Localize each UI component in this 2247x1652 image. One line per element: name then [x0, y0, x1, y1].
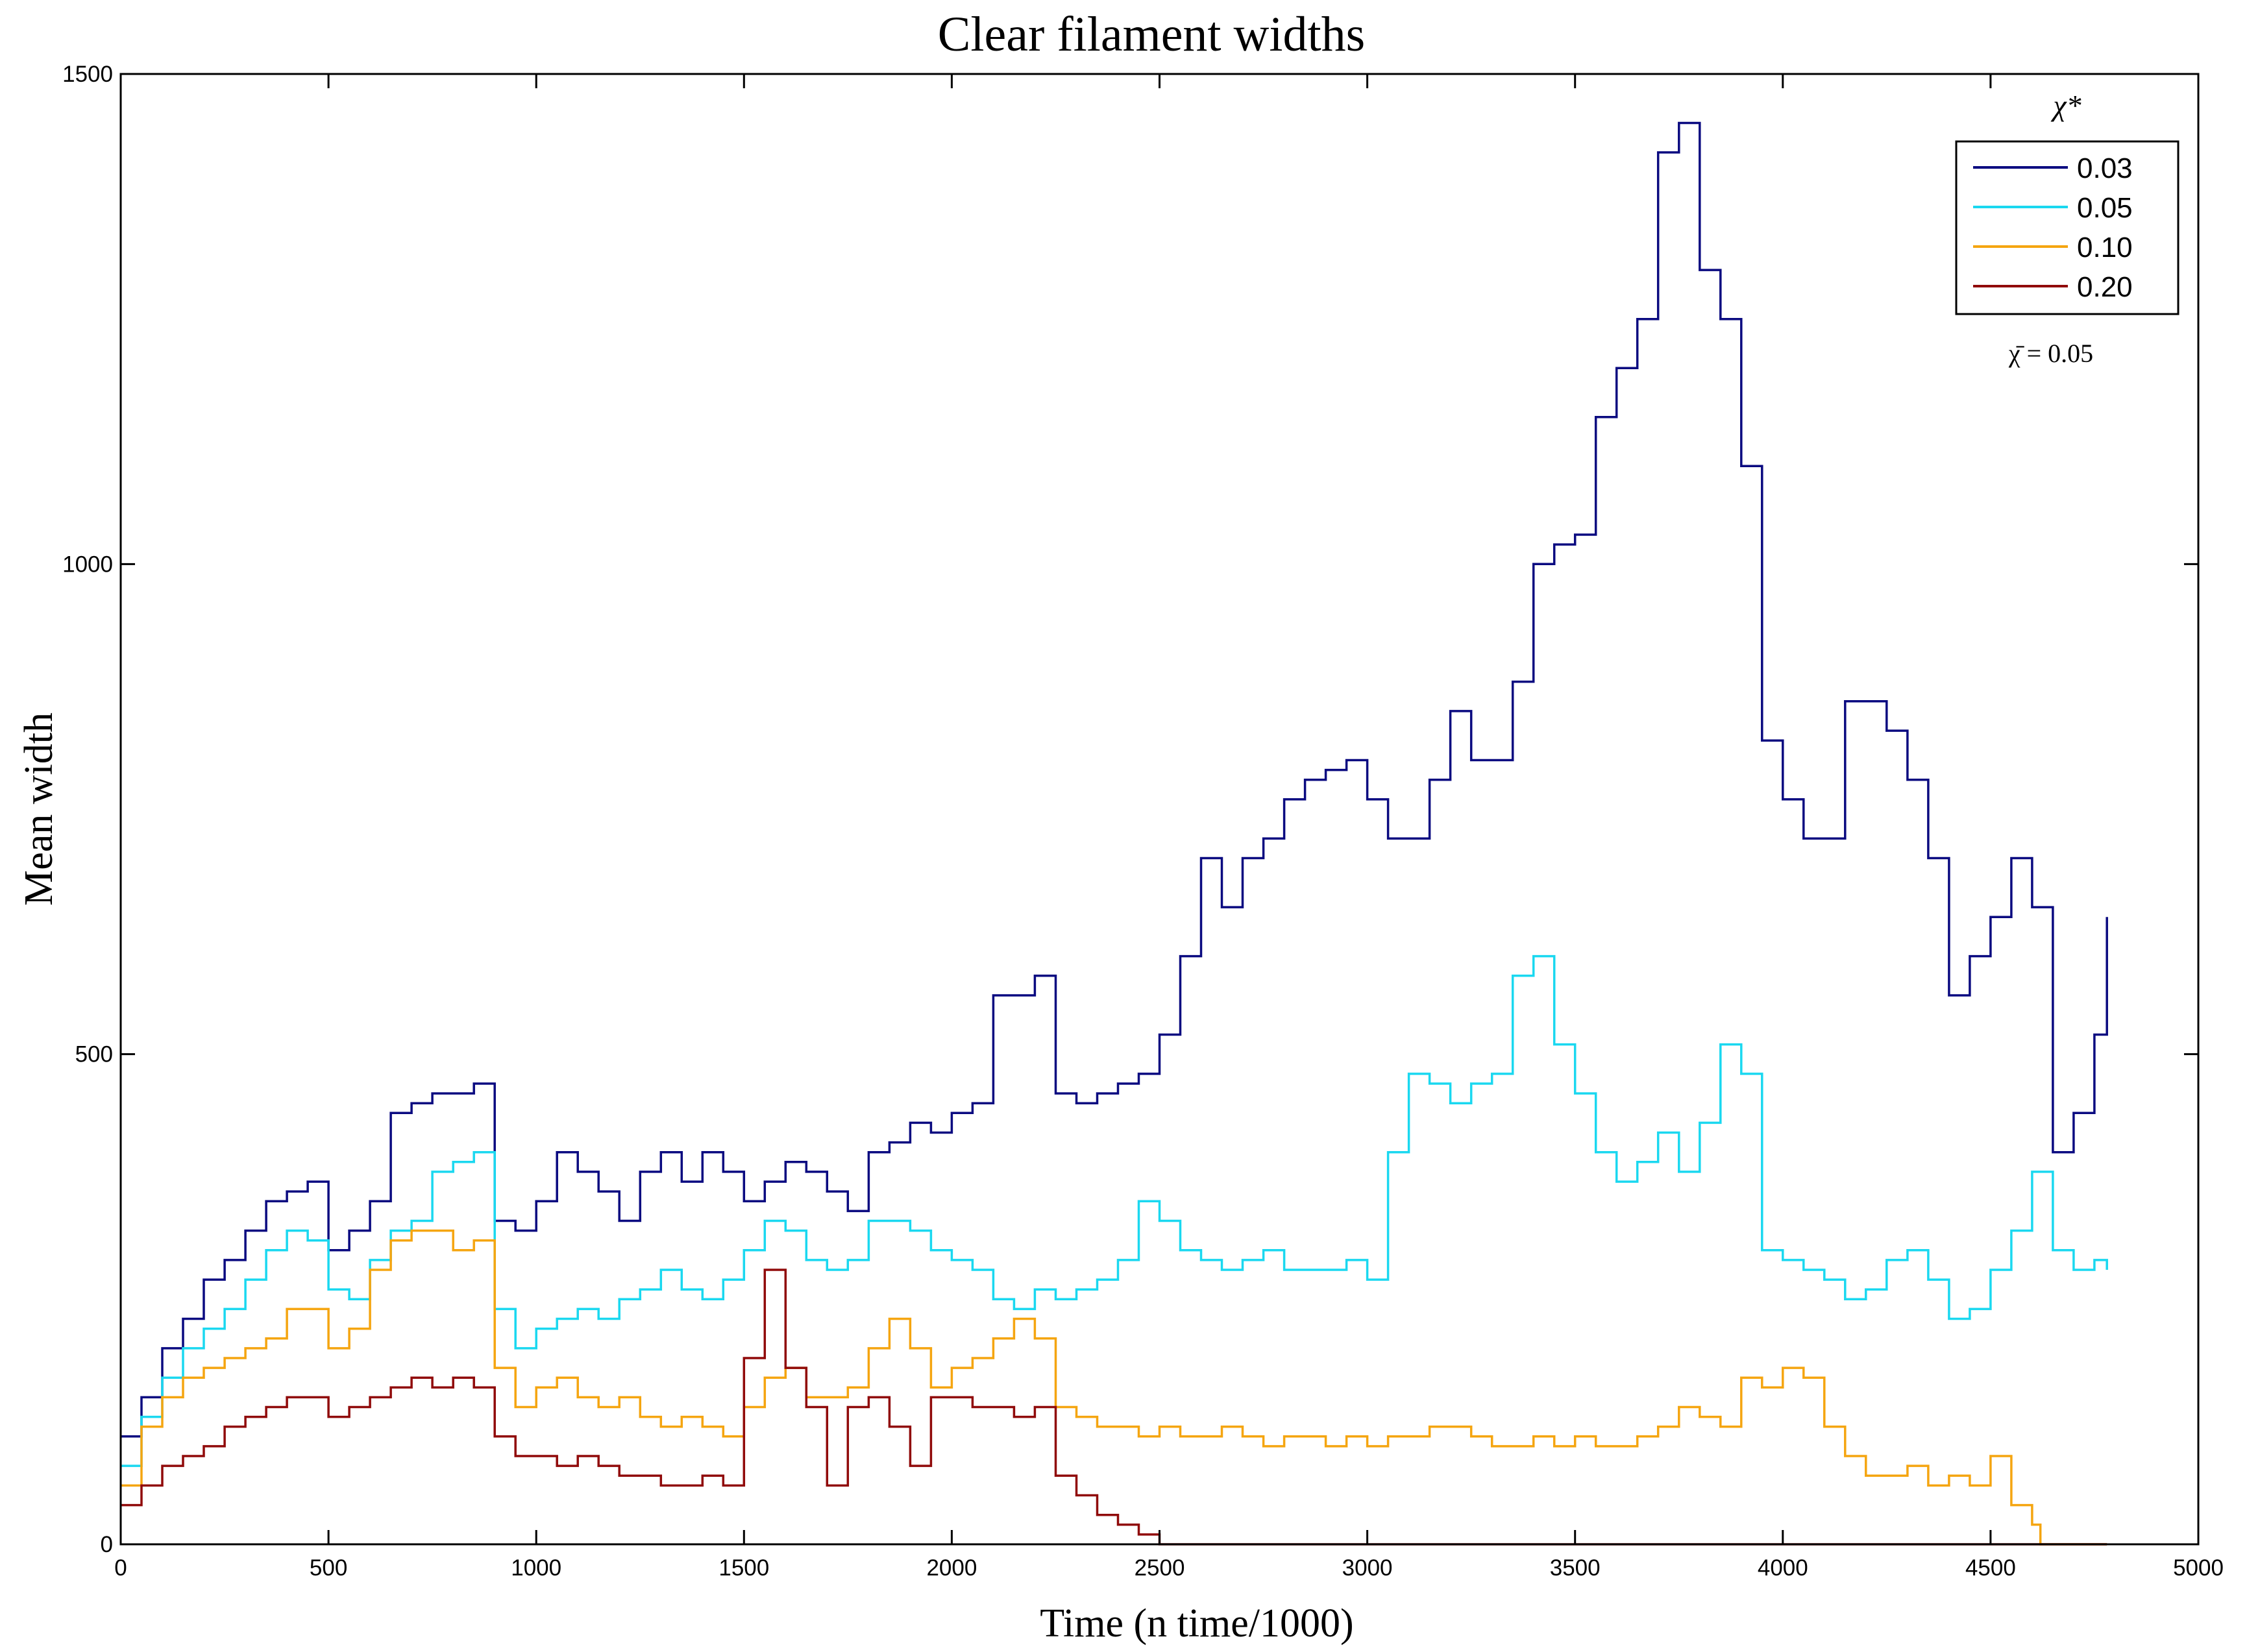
legend: χ* 0.03 0.05 0.10 0.20 — [1955, 89, 2179, 315]
x-tick-label: 3500 — [1550, 1555, 1601, 1581]
x-tick-label: 4500 — [1965, 1555, 2016, 1581]
legend-label: 0.05 — [2077, 192, 2133, 224]
legend-title: χ* — [2050, 89, 2081, 122]
y-axis-title: Mean width — [17, 712, 61, 906]
axis-ticks: 0 500 1000 1500 2000 2500 3000 3500 4000 4500 5000… — [62, 62, 2224, 1581]
x-tick-label: 1000 — [511, 1555, 561, 1581]
series-line-0.10 — [121, 1229, 2107, 1546]
x-tick-label: 3000 — [1342, 1555, 1393, 1581]
chi-bar-annotation: χ̄ = 0.05 — [2008, 339, 2093, 368]
x-tick-label: 5000 — [2173, 1555, 2224, 1581]
legend-label: 0.20 — [2077, 271, 2133, 303]
y-tick-label: 1500 — [62, 62, 113, 87]
plot-series — [121, 121, 2108, 1546]
y-tick-label: 500 — [75, 1042, 113, 1067]
x-tick-label: 1500 — [718, 1555, 769, 1581]
x-axis-title: Time (n time/1000) — [1040, 1601, 1353, 1646]
x-tick-label: 0 — [114, 1555, 127, 1581]
series-line-0.03 — [121, 121, 2108, 1438]
legend-entries: 0.03 0.05 0.10 0.20 — [1973, 152, 2133, 303]
series-line-0.05 — [121, 954, 2108, 1467]
x-tick-label: 2000 — [926, 1555, 977, 1581]
chart-title: Clear filament widths — [938, 7, 1366, 62]
x-tick-label: 4000 — [1758, 1555, 1808, 1581]
y-tick-label: 0 — [101, 1532, 113, 1557]
legend-label: 0.10 — [2077, 232, 2133, 263]
x-tick-label: 500 — [310, 1555, 347, 1581]
y-tick-label: 1000 — [62, 552, 113, 577]
x-tick-label: 2500 — [1135, 1555, 1185, 1581]
series-line-0.20 — [121, 1269, 2107, 1546]
legend-label: 0.03 — [2077, 152, 2133, 184]
